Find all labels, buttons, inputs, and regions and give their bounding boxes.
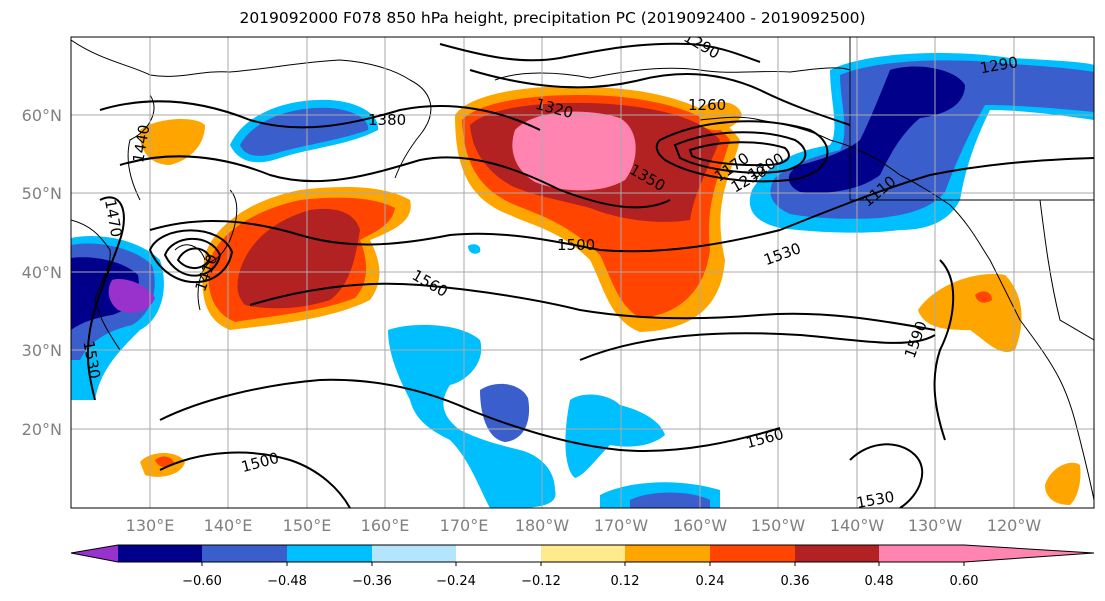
shade-negative-subtrop bbox=[388, 324, 556, 508]
shade-positive-kamchatka bbox=[139, 118, 205, 165]
lon-label: 170°W bbox=[594, 516, 649, 535]
shade-positive-japan-strong bbox=[237, 208, 360, 309]
colorbar-segment bbox=[456, 545, 541, 562]
height-contours bbox=[86, 42, 1094, 508]
shade-positive-california-mid bbox=[975, 291, 992, 303]
shade-negative-alaska-strong bbox=[788, 66, 965, 193]
lon-label: 170°E bbox=[440, 516, 489, 535]
lon-label: 150°E bbox=[283, 516, 332, 535]
lat-label: 40°N bbox=[22, 263, 62, 282]
lon-label: 160°W bbox=[673, 516, 728, 535]
lon-label: 140°E bbox=[204, 516, 253, 535]
colorbar-tick-label: −0.36 bbox=[352, 574, 392, 589]
lon-label: 150°W bbox=[751, 516, 806, 535]
map-title: 2019092000 F078 850 hPa height, precipit… bbox=[239, 9, 866, 27]
shade-negative-west-max bbox=[108, 279, 155, 313]
colorbar-segment bbox=[372, 545, 456, 562]
colorbar-outline bbox=[70, 544, 1095, 563]
latitude-labels: 60°N 50°N 40°N 30°N 20°N bbox=[22, 106, 62, 439]
colorbar-segment bbox=[625, 545, 710, 562]
colorbar-segment bbox=[202, 545, 287, 562]
longitude-labels: 130°E 140°E 150°E 160°E 170°E 180°W 170°… bbox=[126, 516, 1042, 535]
map-area: 1290 1290 1260 1320 1380 1440 1470 1410 … bbox=[71, 37, 1094, 512]
contour-label: 1500 bbox=[557, 236, 595, 254]
lat-label: 60°N bbox=[22, 106, 62, 125]
shade-positive-california bbox=[918, 274, 1022, 352]
shade-negative-small bbox=[468, 244, 481, 254]
shade-negative-bering-mid bbox=[240, 107, 369, 156]
contour-label: 1530 bbox=[855, 488, 896, 512]
colorbar-tick-label: 0.36 bbox=[781, 574, 810, 589]
shade-negative-west-strong bbox=[71, 257, 139, 330]
contour-label: 1260 bbox=[688, 96, 726, 114]
colorbar-tick-label: 0.48 bbox=[865, 574, 894, 589]
colorbar-tick-label: −0.12 bbox=[521, 574, 561, 589]
contour-label: 1380 bbox=[368, 111, 406, 129]
colorbar-extend-max bbox=[964, 545, 1094, 562]
lon-label: 130°W bbox=[908, 516, 963, 535]
colorbar-segment bbox=[541, 545, 625, 562]
shade-positive-gulf-alaska bbox=[700, 101, 742, 131]
lon-label: 180°W bbox=[515, 516, 570, 535]
shade-positive-subtrop-w-mid bbox=[155, 456, 174, 468]
colorbar-ticks bbox=[201, 562, 965, 566]
colorbar-segment bbox=[118, 545, 202, 562]
colorbar-tick-label: −0.48 bbox=[267, 574, 307, 589]
shade-positive-central-max bbox=[512, 111, 636, 191]
colorbar-tick-label: 0.12 bbox=[611, 574, 640, 589]
shade-positive-mexico bbox=[1045, 462, 1081, 505]
precip-shading bbox=[71, 53, 1094, 508]
shade-negative-south-mid bbox=[630, 492, 710, 508]
colorbar-extend-min bbox=[71, 545, 118, 562]
lon-label: 130°E bbox=[126, 516, 175, 535]
shade-negative-subtrop-east bbox=[565, 394, 665, 478]
lat-label: 20°N bbox=[22, 420, 62, 439]
colorbar-segment bbox=[287, 545, 372, 562]
colorbar-segment bbox=[879, 545, 964, 562]
lon-label: 140°W bbox=[830, 516, 885, 535]
colorbar: −0.60 −0.48 −0.36 −0.24 −0.12 0.12 0.24 … bbox=[70, 544, 1095, 589]
colorbar-tick-label: −0.24 bbox=[436, 574, 476, 589]
lon-label: 160°E bbox=[361, 516, 410, 535]
colorbar-tick-label: 0.24 bbox=[696, 574, 725, 589]
gridlines bbox=[71, 37, 1094, 508]
colorbar-tick-label: −0.60 bbox=[182, 574, 222, 589]
lon-label: 120°W bbox=[987, 516, 1042, 535]
lat-label: 50°N bbox=[22, 184, 62, 203]
lat-label: 30°N bbox=[22, 341, 62, 360]
colorbar-tick-label: 0.60 bbox=[950, 574, 979, 589]
map-frame bbox=[70, 36, 1095, 509]
colorbar-segment bbox=[710, 545, 795, 562]
colorbar-segment bbox=[795, 545, 879, 562]
